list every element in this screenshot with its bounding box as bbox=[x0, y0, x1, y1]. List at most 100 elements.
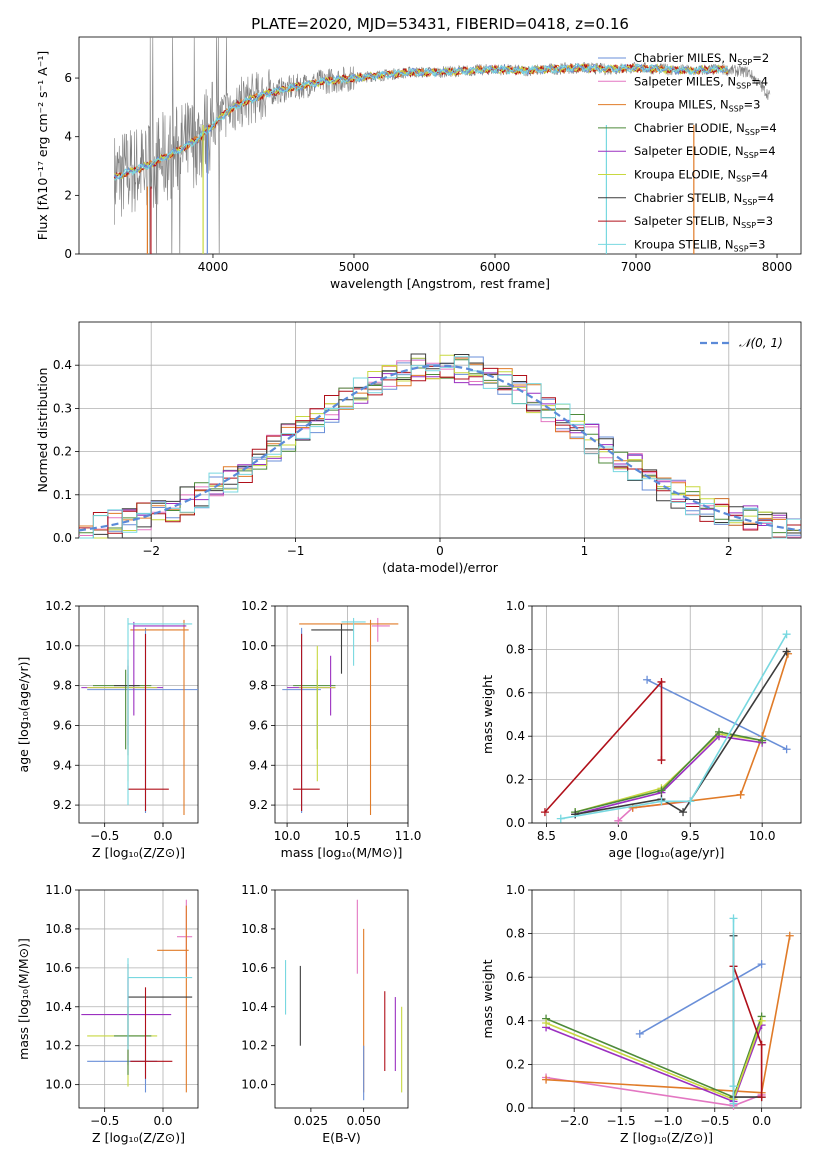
legend-label-sub: SSP bbox=[729, 105, 744, 114]
legend-label-name: Salpeter ELODIE bbox=[634, 144, 728, 158]
legend-label-space: , N bbox=[713, 98, 729, 112]
weight-point-marker bbox=[757, 1093, 766, 1102]
weight-series-line bbox=[575, 731, 763, 813]
x-axis-label: E(B-V) bbox=[322, 1130, 361, 1145]
weight-series-line bbox=[732, 935, 762, 1098]
y-tick-label: 4 bbox=[64, 130, 72, 144]
x-axis-label: (data-model)/error bbox=[382, 560, 499, 575]
legend-label-space: , N bbox=[718, 237, 734, 251]
legend-label-n: =2 bbox=[752, 51, 769, 65]
x-axis-label: Z [log₁₀(Z/Z⊙)] bbox=[92, 1130, 185, 1145]
weight-series-line bbox=[575, 651, 788, 816]
weight-series-line bbox=[646, 679, 787, 750]
y-tick-label: 10.2 bbox=[241, 599, 268, 613]
age-vs-mass-panel: 10.0 10.5 11.0 9.2 9.4 9.6 9.8 10.0 10.2 mass [lo… bbox=[241, 599, 421, 860]
x-tick-label: 8000 bbox=[762, 260, 793, 274]
x-axis-label: wavelength [Angstrom, rest frame] bbox=[330, 276, 550, 291]
weight-point-marker bbox=[729, 914, 738, 923]
age-vs-metallicity-panel: −0.5 0.0 9.2 9.4 9.6 9.8 10.0 10.2 Z [log₁₀(Z/Z⊙… bbox=[16, 599, 199, 860]
legend-label-n: =3 bbox=[744, 98, 761, 112]
x-axis-label: Z [log₁₀(Z/Z⊙)] bbox=[92, 845, 185, 860]
weight-vs-metallicity-panel: −2.0 −1.5 −1.0 −0.5 0.0 0.0 0.2 0.4 0.6 0.8 1.0 Z [… bbox=[480, 883, 802, 1145]
weight-point-marker bbox=[785, 931, 794, 940]
y-tick-label: 0 bbox=[64, 247, 72, 261]
legend-label-name: Salpeter MILES bbox=[634, 74, 720, 88]
gaussian-reference-curve bbox=[78, 364, 802, 532]
y-tick-label: 9.2 bbox=[249, 798, 268, 812]
x-tick-label: 6000 bbox=[480, 260, 511, 274]
legend-label-sub: SSP bbox=[734, 244, 749, 253]
y-tick-label: 0.0 bbox=[506, 816, 525, 830]
legend-label: Salpeter ELODIE, NSSP=4 bbox=[634, 144, 776, 160]
y-tick-label: 0.0 bbox=[506, 1101, 525, 1115]
y-tick-label: 10.4 bbox=[45, 1000, 72, 1014]
x-axis-label: Z [log₁₀(Z/Z⊙)] bbox=[620, 1130, 713, 1145]
legend-label-sub: SSP bbox=[745, 128, 760, 137]
axes-frame bbox=[78, 605, 199, 824]
legend-label: Kroupa MILES, NSSP=3 bbox=[634, 98, 761, 114]
weight-point-marker bbox=[556, 814, 565, 823]
axes-frame bbox=[274, 889, 409, 1109]
weight-series-line bbox=[545, 1016, 763, 1099]
legend-label-sub: SSP bbox=[737, 58, 752, 67]
weight-vs-age-panel: 8.5 9.0 9.5 10.0 0.0 0.2 0.4 0.6 0.8 1.0 age [log₁… bbox=[480, 599, 802, 860]
y-tick-label: 10.2 bbox=[45, 1039, 72, 1053]
y-axis-label: mass [log₁₀(M/M⊙)] bbox=[16, 938, 31, 1060]
weight-point-marker bbox=[782, 647, 791, 656]
figure-title: PLATE=2020, MJD=53431, FIBERID=0418, z=0… bbox=[251, 15, 629, 33]
legend-label-name: Kroupa STELIB bbox=[634, 237, 718, 251]
y-tick-label: 9.4 bbox=[249, 758, 268, 772]
legend-label-space: , N bbox=[721, 51, 737, 65]
y-tick-label: 0.2 bbox=[53, 445, 72, 459]
x-tick-label: −2.0 bbox=[560, 1114, 589, 1128]
x-tick-label: 0.050 bbox=[346, 1114, 380, 1128]
legend-label-space: , N bbox=[720, 74, 736, 88]
spectrum-panel: 4000 5000 6000 7000 8000 0 2 4 6 wavelength [Angs… bbox=[35, 36, 802, 291]
legend-label-n: =4 bbox=[751, 74, 768, 88]
legend-label-space: , N bbox=[725, 214, 741, 228]
x-tick-label: 0.0 bbox=[153, 1114, 172, 1128]
weight-point-marker bbox=[628, 803, 637, 812]
legend-label: Chabrier ELODIE, NSSP=4 bbox=[634, 121, 777, 137]
weight-point-marker bbox=[635, 1029, 644, 1038]
x-tick-label: −0.5 bbox=[90, 1114, 119, 1128]
weight-series-line bbox=[639, 963, 762, 1035]
y-tick-label: 0.8 bbox=[506, 642, 525, 656]
y-tick-label: 10.0 bbox=[241, 1078, 268, 1092]
y-tick-label: 11.0 bbox=[241, 883, 268, 897]
y-tick-label: 9.6 bbox=[53, 718, 72, 732]
y-tick-label: 10.0 bbox=[45, 639, 72, 653]
x-tick-label: 0.025 bbox=[294, 1114, 328, 1128]
y-axis-label: mass weight bbox=[480, 675, 495, 754]
y-tick-label: 6 bbox=[64, 71, 72, 85]
y-tick-label: 9.6 bbox=[249, 718, 268, 732]
legend-label: Kroupa ELODIE, NSSP=4 bbox=[634, 168, 768, 184]
y-tick-label: 0.4 bbox=[506, 1014, 525, 1028]
legend-label-space: , N bbox=[726, 191, 742, 205]
y-tick-label: 11.0 bbox=[45, 883, 72, 897]
y-tick-label: 10.4 bbox=[241, 1000, 268, 1014]
legend-label-n: =3 bbox=[749, 237, 766, 251]
legend-label: Salpeter MILES, NSSP=4 bbox=[634, 74, 768, 90]
axes-frame bbox=[274, 605, 409, 824]
legend-label-n: =4 bbox=[751, 168, 768, 182]
weight-point-marker bbox=[729, 1082, 738, 1091]
mass-vs-metallicity-panel: −0.5 0.0 10.0 10.2 10.4 10.6 10.8 11.0 Z [log₁₀(… bbox=[16, 883, 199, 1145]
model-spectrum-line bbox=[113, 63, 729, 181]
y-axis-label: Normed distribution bbox=[35, 368, 50, 493]
axes-frame bbox=[78, 889, 199, 1109]
weight-point-marker bbox=[758, 736, 767, 745]
y-axis-label: age [log₁₀(age/yr)] bbox=[16, 657, 31, 773]
y-tick-label: 0.8 bbox=[506, 927, 525, 941]
x-tick-label: 10.5 bbox=[334, 829, 361, 843]
y-tick-label: 1.0 bbox=[506, 599, 525, 613]
x-tick-label: 0.0 bbox=[752, 1114, 771, 1128]
x-tick-label: 0 bbox=[436, 544, 444, 558]
y-tick-label: 9.2 bbox=[53, 798, 72, 812]
legend-label-name: Kroupa ELODIE bbox=[634, 168, 720, 182]
x-tick-label: 2 bbox=[725, 544, 733, 558]
y-tick-label: 9.8 bbox=[249, 679, 268, 693]
legend-label: Chabrier MILES, NSSP=2 bbox=[634, 51, 769, 67]
y-tick-label: 10.8 bbox=[45, 922, 72, 936]
